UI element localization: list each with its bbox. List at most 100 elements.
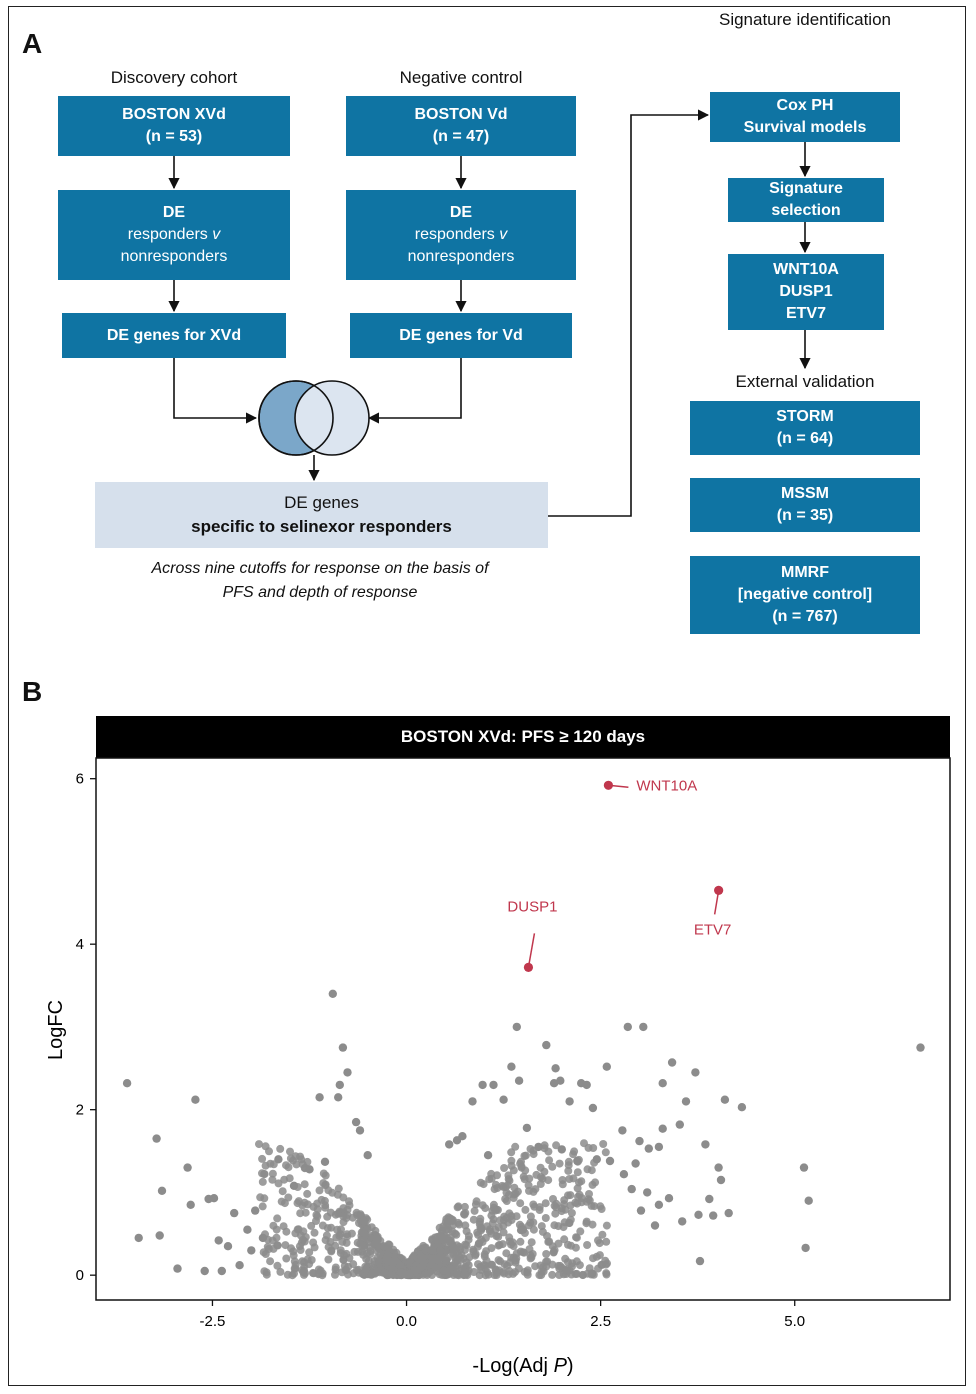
data-point [570,1147,579,1156]
de-genes-vd-box: DE genes for Vd [350,313,572,358]
highlighted-point [523,962,534,972]
de-xvd-responders: responders [127,226,208,243]
data-point [469,1245,478,1254]
data-point [555,1159,564,1168]
data-point [509,1166,518,1175]
boston-vd-title: BOSTON Vd [414,106,508,123]
data-point [916,1043,925,1052]
y-axis-label: LogFC [45,1000,67,1060]
data-point [295,1242,304,1251]
data-point [587,1270,596,1279]
data-point [340,1262,349,1270]
data-point [572,1233,581,1242]
data-point [573,1168,582,1177]
data-point [291,1229,300,1238]
data-point [565,1175,574,1183]
data-point [602,1237,611,1246]
data-point [804,1196,813,1205]
data-point [480,1250,489,1259]
data-point [423,1271,432,1279]
data-point [342,1238,351,1247]
data-point [627,1184,636,1194]
data-point [339,1193,348,1202]
data-point [512,1022,521,1032]
data-point [598,1230,607,1239]
data-point [550,1201,559,1210]
data-point [571,1270,580,1278]
data-point [258,1177,267,1186]
data-point [513,1187,522,1196]
de-genes-vd-label: DE genes for Vd [399,326,523,344]
data-point [331,1263,340,1272]
data-point [658,1124,667,1133]
outlier-points-layer [122,989,925,1276]
data-point [258,1154,267,1163]
data-point [584,1143,593,1152]
data-point [529,1187,538,1196]
data-point [583,1241,592,1249]
data-point [468,1097,477,1106]
data-point [380,1268,389,1277]
data-point [478,1080,487,1090]
data-point [567,1209,576,1217]
data-point [268,1169,277,1178]
data-point [565,1097,574,1106]
data-point [478,1201,487,1210]
data-point [300,1180,309,1189]
data-point [596,1202,605,1211]
data-point [562,1265,571,1274]
data-point [298,1257,307,1266]
x-ticks: -2.5 0.0 2.5 5.0 [200,1300,805,1330]
data-point [440,1266,449,1275]
arrow-specific-to-cox [548,109,710,517]
data-point [565,1219,574,1227]
gene-dusp1: DUSP1 [779,283,833,300]
data-point [520,1267,529,1276]
data-point [273,1261,282,1270]
chart-title: BOSTON XVd: PFS ≥ 120 days [400,727,646,746]
y-tick-label: 0 [76,1267,84,1284]
data-point [334,1093,343,1102]
data-point [454,1251,463,1260]
data-point [548,1260,557,1269]
data-point [639,1022,648,1032]
data-point [268,1175,277,1184]
plot-area [95,757,951,1301]
data-point [555,1271,564,1279]
gene-label: WNT10A [636,777,697,794]
mssm-box: MSSM (n = 35) [690,478,920,532]
data-point [507,1148,516,1157]
data-point [301,1208,310,1217]
data-point [494,1241,503,1250]
data-point [550,1246,559,1255]
external-validation-header: External validation [735,372,875,391]
data-point [636,1206,646,1215]
data-point [428,1236,437,1245]
data-point [122,1079,132,1088]
data-point [328,989,337,998]
data-point [451,1257,460,1266]
data-point [602,1270,611,1279]
data-point [309,1202,318,1211]
data-point [336,1246,345,1255]
data-point [526,1145,535,1153]
data-point [529,1218,538,1227]
data-point [564,1166,573,1175]
de-xvd-title: DE [162,204,186,221]
data-point [575,1190,584,1199]
data-point [623,1022,632,1032]
data-point [737,1103,747,1112]
cutoff-note: Across nine cutoffs for response on the … [80,557,560,605]
data-point [157,1186,167,1196]
data-point [582,1217,591,1226]
data-point [584,1195,593,1204]
signature-selection-box: Signature selection [728,178,884,222]
figure-frame [8,6,966,1386]
data-point [590,1202,599,1211]
data-point [310,1228,319,1237]
gene-etv7: ETV7 [785,305,826,322]
data-point [551,1064,560,1073]
gene-label-leader [527,933,536,968]
data-point [274,1179,283,1188]
cox-ph-line1: Cox PH [776,97,834,114]
